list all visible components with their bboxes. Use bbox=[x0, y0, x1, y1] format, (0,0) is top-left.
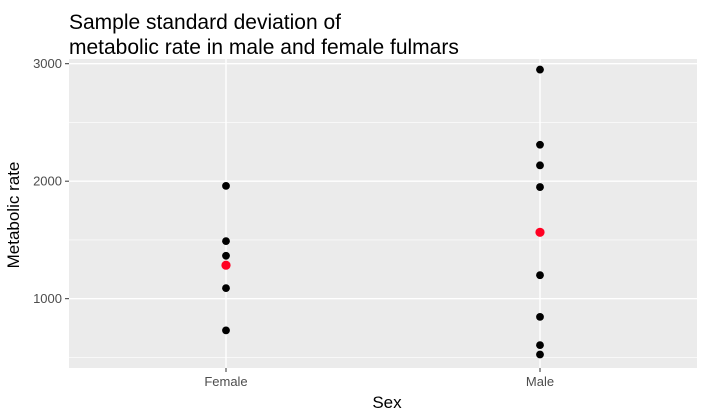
y-tick-label: 2000 bbox=[33, 174, 62, 189]
y-tick-label: 1000 bbox=[33, 291, 62, 306]
x-tick-label: Female bbox=[204, 374, 247, 389]
data-point bbox=[536, 312, 544, 321]
data-point bbox=[536, 183, 544, 191]
x-tick-label: Male bbox=[526, 374, 554, 389]
chart-title-line-2: metabolic rate in male and female fulmar… bbox=[69, 36, 459, 59]
data-point bbox=[536, 140, 544, 149]
data-point bbox=[222, 251, 230, 260]
y-axis-title: Metabolic rate bbox=[4, 162, 23, 269]
data-point bbox=[222, 326, 230, 335]
mean-point bbox=[221, 260, 231, 270]
x-axis-title: Sex bbox=[372, 393, 402, 412]
data-point bbox=[222, 237, 230, 246]
data-point bbox=[536, 350, 544, 359]
plot-panel bbox=[69, 59, 697, 368]
mean-points bbox=[221, 227, 545, 270]
y-axis: 1000 2000 3000 bbox=[33, 56, 69, 306]
y-tick-label: 3000 bbox=[33, 56, 62, 71]
data-point bbox=[536, 65, 544, 74]
data-points bbox=[222, 65, 544, 359]
chart-title-line-1: Sample standard deviation of bbox=[69, 11, 341, 34]
data-point bbox=[222, 181, 230, 190]
grid-major bbox=[69, 59, 697, 368]
data-point bbox=[536, 271, 544, 280]
data-point bbox=[222, 284, 230, 293]
data-point bbox=[536, 341, 544, 349]
x-axis: Female Male bbox=[204, 368, 554, 389]
data-point bbox=[536, 161, 544, 170]
mean-point bbox=[535, 227, 545, 237]
grid-minor bbox=[69, 122, 697, 358]
